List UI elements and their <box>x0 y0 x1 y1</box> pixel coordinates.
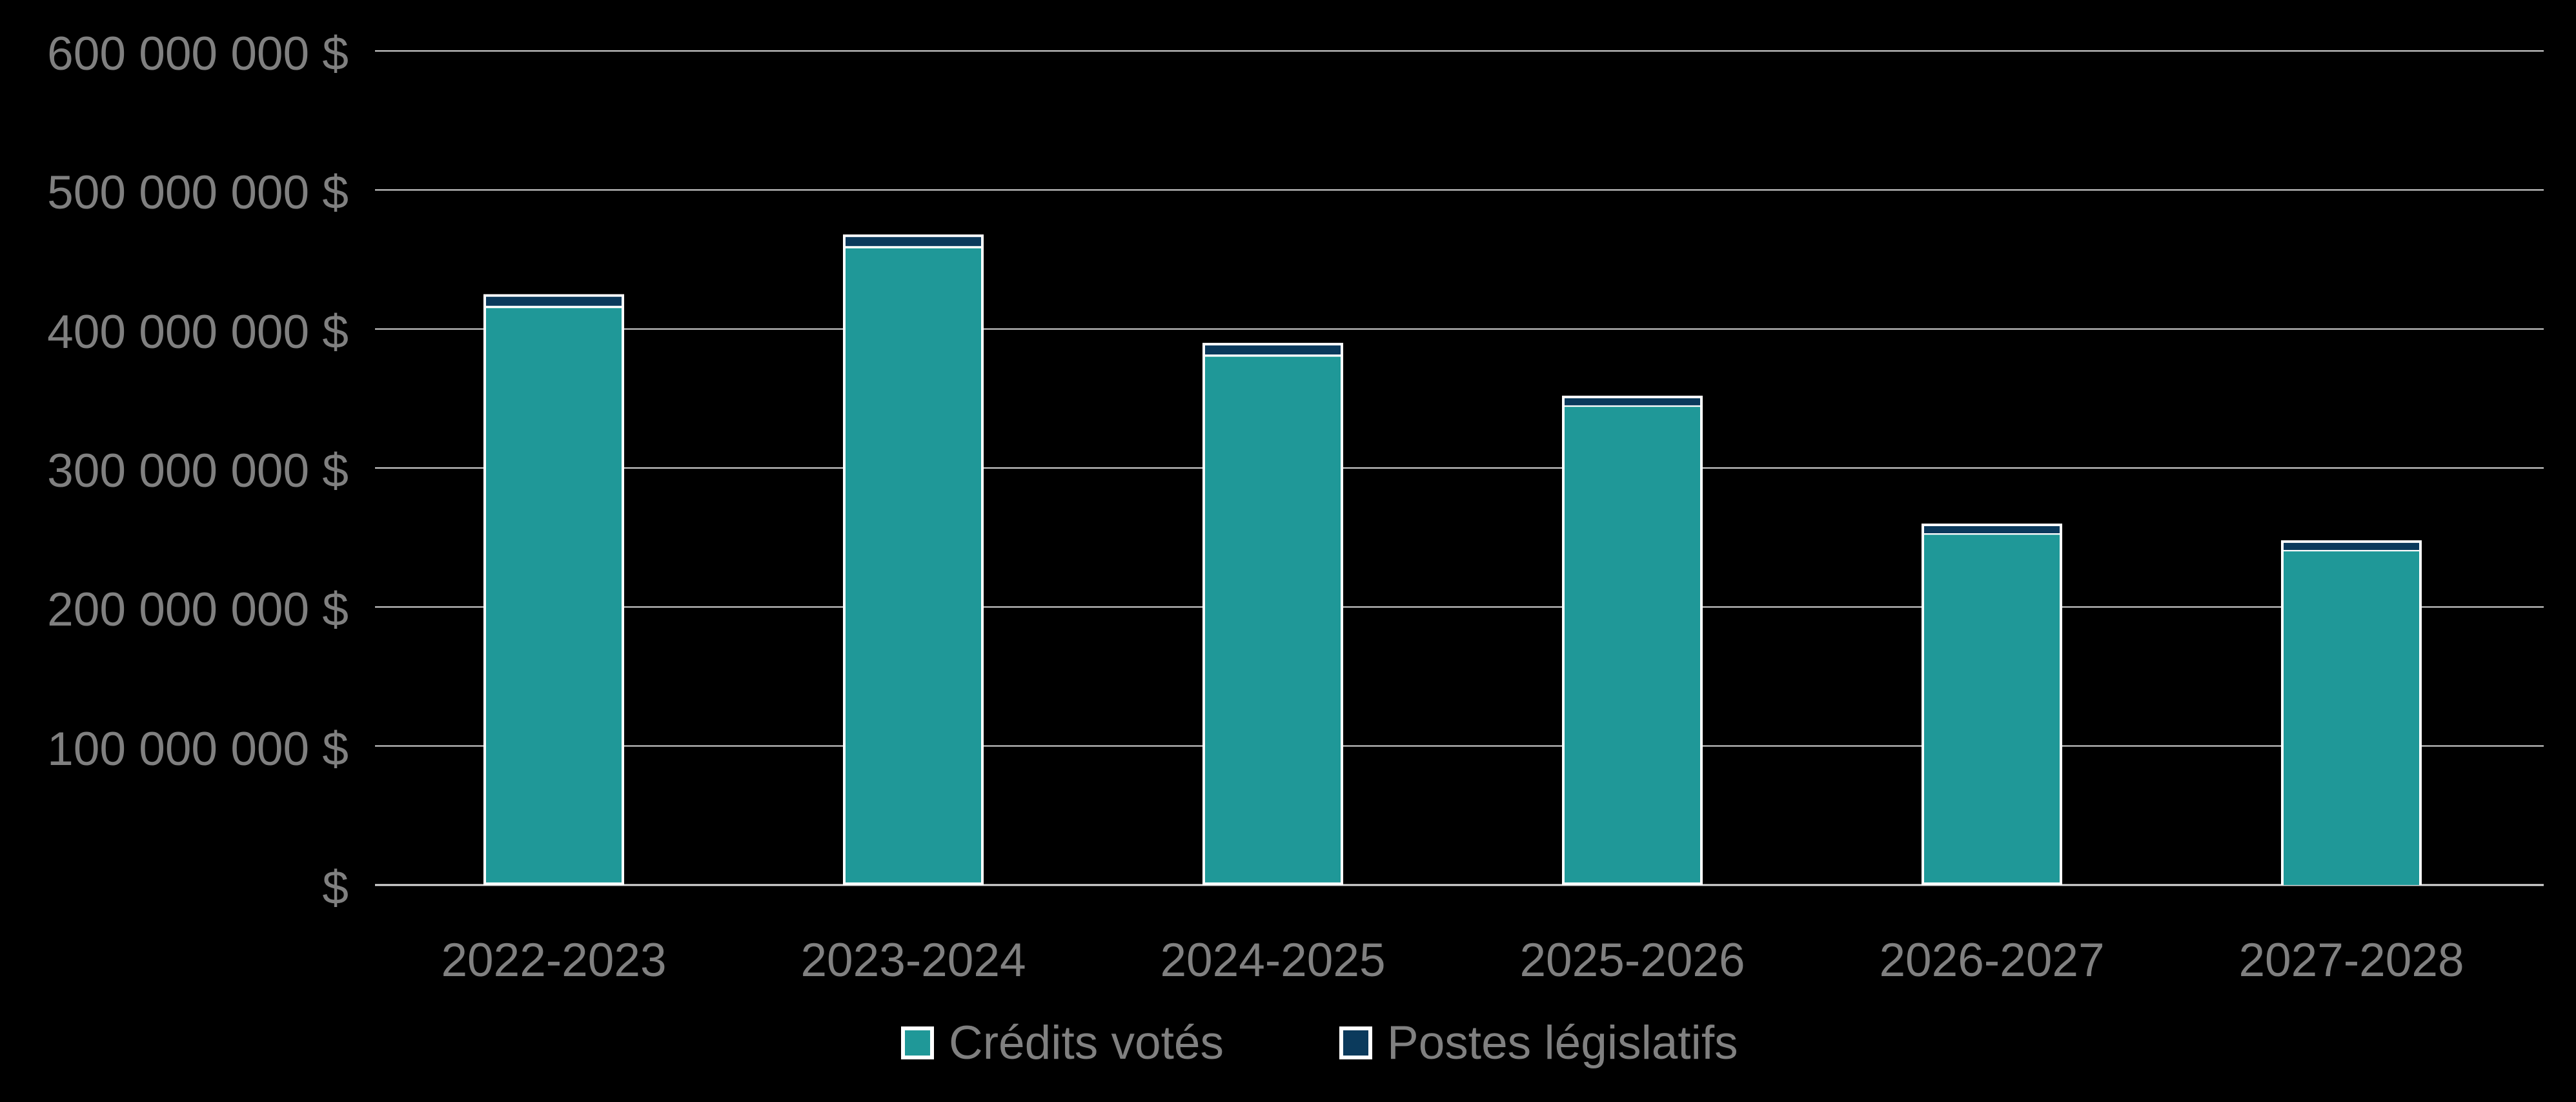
svg-text:2026-2027: 2026-2027 <box>1879 934 2104 986</box>
svg-text:100 000 000 $: 100 000 000 $ <box>47 723 349 775</box>
svg-text:2022-2023: 2022-2023 <box>441 934 666 986</box>
svg-text:400 000 000 $: 400 000 000 $ <box>47 306 349 358</box>
svg-text:2023-2024: 2023-2024 <box>800 934 1026 986</box>
svg-text:2024-2025: 2024-2025 <box>1160 934 1385 986</box>
svg-text:2027-2028: 2027-2028 <box>2238 934 2464 986</box>
svg-text:2025-2026: 2025-2026 <box>1519 934 1745 986</box>
svg-text:Postes législatifs: Postes législatifs <box>1387 1017 1738 1069</box>
svg-text:500 000 000 $: 500 000 000 $ <box>47 167 349 219</box>
svg-text:200 000 000 $: 200 000 000 $ <box>47 584 349 636</box>
svg-text:Crédits votés: Crédits votés <box>949 1017 1224 1069</box>
svg-text:600 000 000 $: 600 000 000 $ <box>47 28 349 80</box>
svg-text:$: $ <box>322 862 349 914</box>
svg-text:300 000 000 $: 300 000 000 $ <box>47 445 349 497</box>
